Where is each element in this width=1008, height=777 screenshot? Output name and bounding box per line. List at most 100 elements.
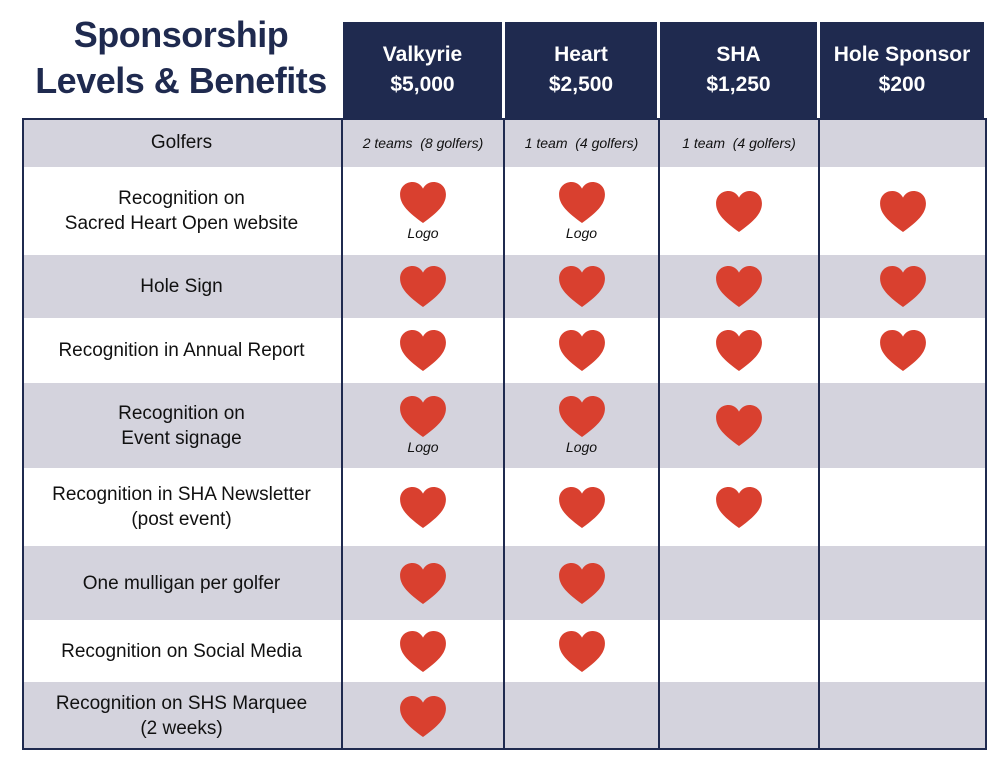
heart-icon [558,630,605,672]
row-label: Recognition on Social Media [22,620,343,682]
heart-icon [400,265,446,308]
benefit-cell [820,546,987,620]
heart-shape [400,329,446,372]
heart-shape [716,265,762,308]
heart-icon [716,404,762,447]
benefit-cell [660,620,820,682]
row-label-line: Recognition on SHS Marquee [55,693,308,714]
benefit-cell [660,318,820,383]
row-label-line: Recognition in SHA Newsletter [52,484,311,505]
row-label-line: (2 weeks) [140,718,223,739]
row-label-line: Golfers [150,132,213,153]
benefit-cell [505,620,660,682]
heart-icon [400,562,446,604]
heart-icon [400,329,446,372]
column-name: Heart [554,43,608,66]
heart-icon [879,329,926,372]
heart-shape [879,265,926,308]
column-header: SHA $1,250 [660,22,817,118]
column-price: $5,000 [390,73,455,96]
heart-icon [558,395,605,438]
heart-icon [879,190,926,232]
heart-shape [558,486,605,528]
benefit-cell [820,620,987,682]
heart-shape [716,486,762,528]
benefit-cell [660,255,820,318]
column-price: $200 [878,73,926,96]
heart-shape [400,486,446,528]
heart-icon [558,329,605,372]
heart-shape [400,265,446,308]
heart-shape [716,329,762,372]
heart-shape [558,181,605,223]
heart-shape [558,329,605,372]
golfers-note: 1 team (4 golfers) [524,134,639,151]
row-label: Recognition in SHA Newsletter (post event… [22,468,343,546]
benefit-cell [820,682,987,750]
benefit-cell: 2 teams (8 golfers) [343,118,505,167]
benefit-cell [820,118,987,167]
heart-shape [558,395,605,438]
heart-icon [879,265,926,308]
row-label-line: Hole Sign [140,276,223,297]
benefit-cell [660,383,820,468]
heart-icon [716,190,762,232]
title-line: Levels & Benefits [35,60,327,101]
row-label: Hole Sign [22,255,343,318]
heart-icon [400,695,446,737]
benefit-cell [343,318,505,383]
heart-icon [400,395,446,438]
column-header: Valkyrie $5,000 [343,22,502,118]
row-label-line: Recognition on [118,402,245,424]
golfers-note: 2 teams (8 golfers) [362,134,484,151]
benefit-cell [820,255,987,318]
row-label: Recognition on Event signage [22,383,343,468]
benefit-cell: Logo [505,167,660,255]
benefit-cell [343,468,505,546]
heart-icon [716,329,762,372]
benefit-cell [820,383,987,468]
heart-shape [400,395,446,438]
benefit-cell [505,255,660,318]
benefit-cell [343,546,505,620]
benefit-cell [820,318,987,383]
benefit-cell [505,318,660,383]
benefit-cell [660,468,820,546]
benefit-cell [505,546,660,620]
row-label: Golfers [22,118,343,167]
logo-note: Logo [407,439,439,455]
row-label-line: Recognition in Annual Report [58,340,305,361]
benefit-cell [660,167,820,255]
column-name: Valkyrie [382,43,463,66]
benefit-cell [343,255,505,318]
logo-note: Logo [407,224,439,241]
benefit-cell [505,682,660,750]
benefit-cell [820,468,987,546]
benefit-cell: Logo [505,383,660,468]
heart-icon [716,486,762,528]
title-line: Sponsorship [73,14,289,55]
heart-shape [879,329,926,372]
row-label-line: Event signage [121,427,242,449]
row-label-line: Recognition on [118,188,245,209]
benefit-cell: Logo [343,167,505,255]
benefit-cell [820,167,987,255]
benefit-cell [660,546,820,620]
benefit-cell: 1 team (4 golfers) [505,118,660,167]
row-label-line: Recognition on Social Media [61,640,302,662]
heart-shape [400,695,446,737]
heart-icon [400,486,446,528]
benefit-cell [660,682,820,750]
column-header: Heart $2,500 [505,22,657,118]
heart-shape [558,562,605,604]
heart-icon [558,486,605,528]
row-label: One mulligan per golfer [22,546,343,620]
benefit-cell: Logo [343,383,505,468]
heart-shape [716,190,762,232]
column-name: SHA [716,43,761,66]
column-header: Hole Sponsor $200 [820,22,984,118]
heart-shape [558,265,605,308]
heart-icon [400,630,446,672]
